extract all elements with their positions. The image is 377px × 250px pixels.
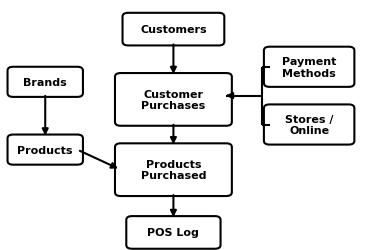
FancyBboxPatch shape [123, 14, 224, 46]
Text: Products: Products [17, 145, 73, 155]
FancyBboxPatch shape [264, 48, 354, 88]
FancyBboxPatch shape [126, 216, 221, 249]
Text: Stores /
Online: Stores / Online [285, 114, 333, 136]
FancyBboxPatch shape [115, 144, 232, 196]
Text: Customers: Customers [140, 25, 207, 35]
Text: POS Log: POS Log [147, 228, 199, 237]
Text: Payment
Methods: Payment Methods [282, 57, 336, 78]
FancyBboxPatch shape [8, 135, 83, 165]
FancyBboxPatch shape [115, 74, 232, 126]
Text: Products
Purchased: Products Purchased [141, 159, 206, 181]
FancyBboxPatch shape [8, 68, 83, 98]
Text: Customer
Purchases: Customer Purchases [141, 89, 205, 111]
FancyBboxPatch shape [264, 105, 354, 145]
Text: Brands: Brands [23, 78, 67, 88]
